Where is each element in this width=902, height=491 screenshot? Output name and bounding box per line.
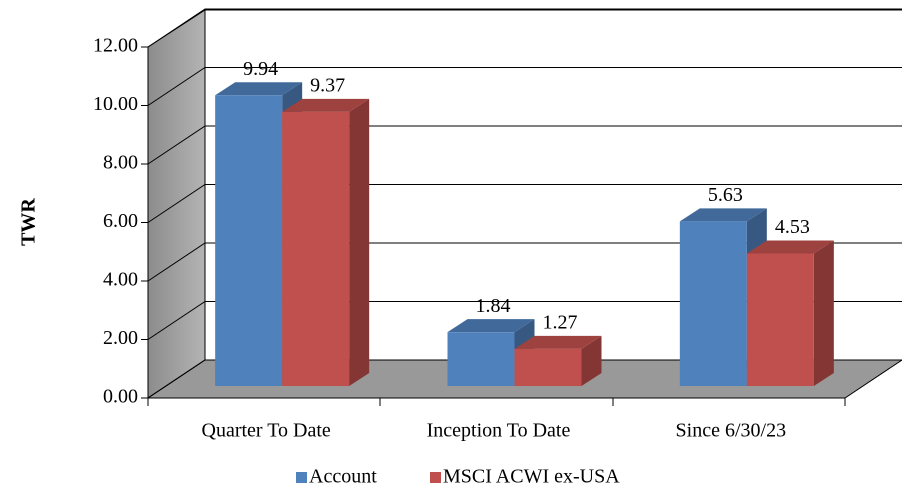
x-tick-label: Since 6/30/23 — [676, 420, 787, 442]
x-tick-label: Quarter To Date — [202, 420, 331, 442]
y-tick-label: 0.00 — [103, 386, 138, 408]
legend-label: Account — [309, 466, 377, 488]
x-tick-label: Inception To Date — [427, 420, 571, 442]
y-tick-label: 12.00 — [93, 35, 138, 57]
bar — [514, 335, 602, 386]
legend-swatch — [430, 472, 441, 483]
bar-top — [679, 208, 767, 222]
bar-side — [349, 98, 370, 387]
grid-line — [147, 184, 902, 223]
legend-swatch — [296, 472, 307, 483]
bar-top — [746, 240, 834, 254]
y-tick-label: 2.00 — [103, 327, 138, 349]
data-label: 4.53 — [775, 216, 810, 238]
bar-top — [514, 335, 602, 349]
bar-side — [813, 240, 834, 386]
bar-front — [215, 95, 283, 386]
bar-front — [514, 348, 582, 386]
y-tick-label: 4.00 — [103, 269, 138, 291]
grid-line — [147, 67, 902, 106]
bar-front — [746, 253, 814, 386]
grid-line — [147, 125, 902, 165]
bar — [447, 319, 535, 386]
bar-top — [282, 98, 370, 112]
y-tick-label: 10.00 — [93, 93, 138, 115]
legend-label: MSCI ACWI ex-USA — [443, 466, 620, 488]
data-label: 1.84 — [476, 295, 511, 317]
x-axis-ticks — [147, 398, 846, 406]
bar — [746, 240, 834, 386]
data-label: 9.94 — [243, 58, 278, 80]
bar-top — [447, 319, 535, 333]
bar-front — [447, 332, 515, 386]
bar-front — [282, 111, 350, 387]
grid-line — [147, 8, 902, 48]
y-axis-label: TWR — [18, 198, 40, 246]
grid-line — [147, 359, 902, 399]
data-label: 1.27 — [543, 311, 578, 333]
bar-side — [581, 335, 602, 386]
data-label: 9.37 — [310, 75, 345, 97]
data-label: 5.63 — [708, 184, 743, 206]
bar — [282, 98, 370, 387]
y-tick-label: 6.00 — [103, 210, 138, 232]
y-tick-label: 8.00 — [103, 152, 138, 174]
grid-line — [147, 242, 902, 282]
grid-line — [147, 301, 902, 340]
bar-front — [679, 221, 747, 386]
bar-top — [215, 82, 303, 96]
